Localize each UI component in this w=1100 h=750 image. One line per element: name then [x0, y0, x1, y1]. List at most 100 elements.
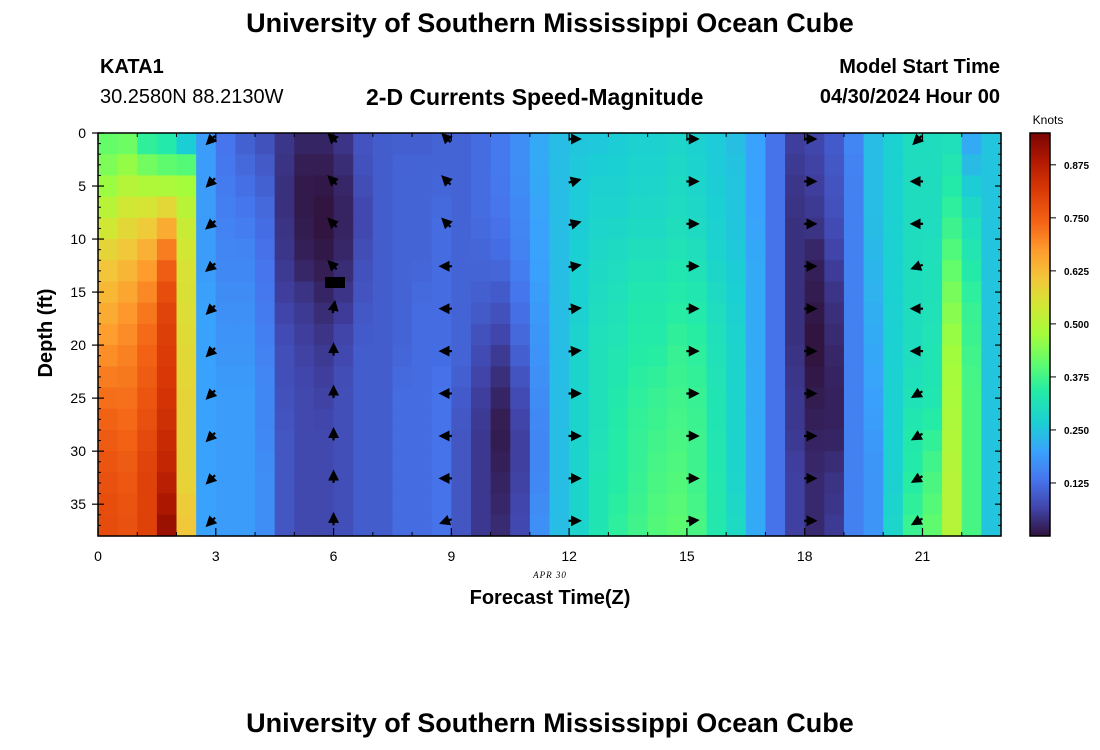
heatmap-cell [785, 323, 806, 346]
heatmap-cell [706, 133, 727, 155]
heatmap-cell [824, 302, 845, 325]
heatmap-cell [215, 260, 237, 283]
current-arrow [205, 430, 218, 443]
heatmap-cell [628, 239, 649, 261]
heatmap-cell [137, 154, 158, 177]
heatmap-cell [353, 260, 374, 283]
current-arrow [327, 217, 339, 230]
heatmap-cell [588, 408, 609, 431]
heatmap-cell [667, 133, 688, 155]
heatmap-cell [843, 175, 865, 198]
heatmap-cell [137, 281, 158, 304]
current-arrow [327, 132, 339, 145]
heatmap-cell [569, 133, 590, 155]
heatmap-cell [235, 408, 256, 431]
heatmap-cell [686, 429, 708, 452]
heatmap-cell [902, 429, 924, 452]
heatmap-cell [431, 514, 452, 537]
heatmap-cell [510, 345, 531, 367]
heatmap-cell [588, 366, 609, 389]
heatmap-cell [235, 345, 256, 367]
heatmap-cell [235, 217, 256, 240]
current-arrow [912, 133, 924, 146]
heatmap-cell [156, 239, 178, 261]
heatmap-cell [529, 451, 551, 473]
heatmap-cell [824, 175, 845, 198]
heatmap-cell [942, 451, 963, 473]
heatmap-cell [333, 451, 354, 473]
heatmap-cell [628, 493, 649, 516]
colorbar-tick-label: 0.625 [1064, 267, 1089, 278]
heatmap-cell [470, 302, 492, 325]
heatmap-cell [372, 345, 394, 367]
heatmap-cell [981, 514, 1002, 537]
heatmap-cell [863, 429, 884, 452]
heatmap-cell [470, 493, 492, 516]
heatmap-cell [981, 302, 1002, 325]
heatmap-cell [628, 281, 649, 304]
heatmap-cell [667, 345, 688, 367]
heatmap-cell [726, 217, 747, 240]
current-arrow [205, 345, 218, 358]
heatmap-cell [117, 514, 138, 537]
heatmap-cell [706, 429, 727, 452]
heatmap-cell [765, 429, 786, 452]
heatmap-cell [726, 429, 747, 452]
heatmap-cell [431, 260, 452, 283]
heatmap-cell [863, 345, 884, 367]
heatmap-cell [628, 133, 649, 155]
heatmap-cell [745, 281, 767, 304]
heatmap-cell [667, 451, 688, 473]
heatmap-cell [843, 260, 865, 283]
heatmap-cell [255, 451, 276, 473]
heatmap-cell [313, 366, 335, 389]
heatmap-cell [569, 260, 590, 283]
colorbar-tick-label: 0.500 [1064, 320, 1089, 331]
heatmap-cell [510, 472, 531, 495]
colorbar-unit: Knots [1033, 113, 1064, 127]
heatmap-cell [529, 472, 551, 495]
heatmap-cell [824, 239, 845, 261]
heatmap-cell [647, 323, 668, 346]
heatmap-cell [961, 514, 982, 537]
heatmap-cell [98, 472, 119, 495]
heatmap-cell [922, 345, 943, 367]
heatmap-cell [745, 260, 767, 283]
y-tick-label: 0 [78, 125, 86, 141]
heatmap-cell [137, 429, 158, 452]
colorbar-tick-label: 0.875 [1064, 161, 1089, 172]
heatmap-cell [569, 239, 590, 261]
heatmap-cell [333, 302, 354, 325]
heatmap-cell [647, 408, 668, 431]
heatmap-cell [726, 154, 747, 177]
heatmap-cell [647, 451, 668, 473]
heatmap-cell [667, 387, 688, 410]
heatmap-cell [686, 345, 708, 367]
heatmap-cell [981, 217, 1002, 240]
heatmap-cell [176, 366, 197, 389]
heatmap-cell [922, 175, 943, 198]
y-tick-label: 25 [70, 390, 86, 406]
heatmap-cell [490, 514, 511, 537]
heatmap-cell [196, 196, 217, 219]
heatmap-cell [490, 239, 511, 261]
current-arrow [910, 514, 924, 526]
heatmap-cell [569, 281, 590, 304]
heatmap-cell [215, 323, 237, 346]
heatmap-cell [961, 408, 982, 431]
heatmap-cell [176, 281, 197, 304]
heatmap-cell [412, 175, 433, 198]
heatmap-cell [667, 366, 688, 389]
heatmap-cell [255, 154, 276, 177]
heatmap-cell [353, 323, 374, 346]
heatmap-cell [372, 217, 394, 240]
heatmap-cell [137, 408, 158, 431]
heatmap-cell [274, 514, 295, 537]
heatmap-cell [215, 281, 237, 304]
heatmap-cell [176, 472, 197, 495]
heatmap-cell [235, 387, 256, 410]
heatmap-cell [922, 281, 943, 304]
heatmap-cell [686, 408, 708, 431]
heatmap-cell [392, 154, 413, 177]
heatmap-cell [412, 260, 433, 283]
